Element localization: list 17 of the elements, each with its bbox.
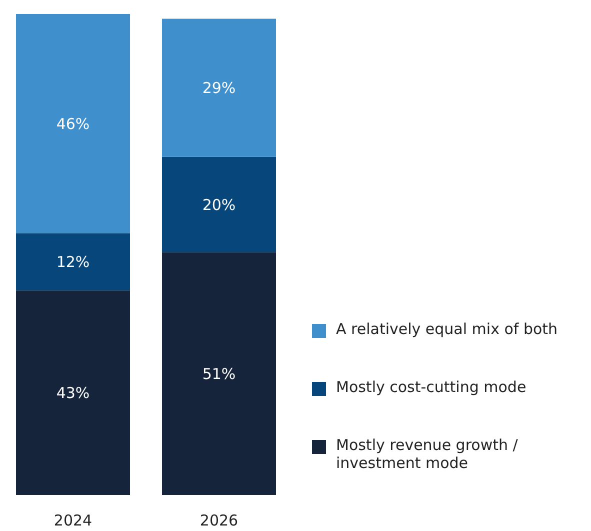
x-tick-label: 2024 <box>54 512 92 530</box>
bar <box>162 18 276 157</box>
data-label: 29% <box>202 79 236 98</box>
bar <box>162 252 276 495</box>
legend-label: Mostly cost-cutting mode <box>336 378 528 396</box>
legend-label: A relatively equal mix of both <box>336 320 559 338</box>
bar <box>16 233 130 290</box>
data-label: 20% <box>202 196 236 214</box>
data-label: 51% <box>202 364 236 383</box>
x-tick-label: 2026 <box>200 512 238 530</box>
data-label: 43% <box>56 384 90 402</box>
bar <box>162 156 276 252</box>
legend-label: Mostly revenue growth / investment mode <box>336 436 519 472</box>
bar <box>16 290 130 495</box>
bar <box>16 14 130 234</box>
data-label: 46% <box>56 114 90 133</box>
data-label: 12% <box>56 252 90 271</box>
